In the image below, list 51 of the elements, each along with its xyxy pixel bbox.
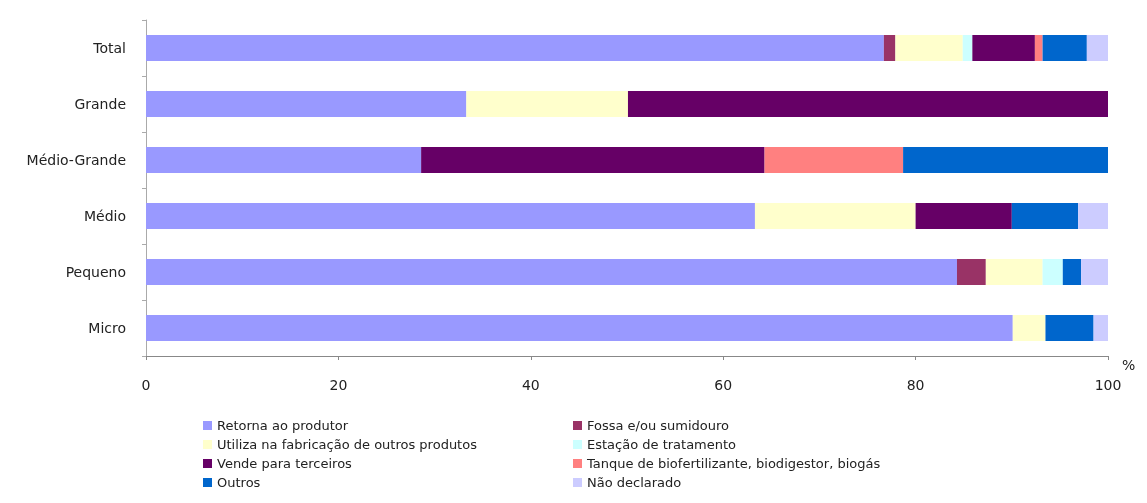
legend-label: Tanque de biofertilizante, biodigestor, biogás: [586, 456, 881, 471]
bar: [1093, 315, 1108, 341]
bar: [146, 91, 467, 117]
bar: [1081, 259, 1108, 285]
bar: [956, 259, 986, 285]
bar: [754, 203, 916, 229]
y-tick-label: Micro: [88, 320, 126, 336]
x-tick-label: 20: [329, 377, 348, 393]
y-tick-label: Pequeno: [65, 264, 126, 280]
bar: [1045, 315, 1094, 341]
bar: [146, 315, 1013, 341]
bar: [895, 35, 963, 61]
bar: [1042, 35, 1087, 61]
bar: [883, 35, 896, 61]
legend-label: Estação de tratamento: [587, 437, 737, 452]
bar: [1078, 203, 1108, 229]
bar: [1062, 259, 1082, 285]
legend-label: Outros: [217, 475, 261, 490]
legend-label: Não declarado: [587, 475, 682, 490]
legend-label: Utiliza na fabricação de outros produtos: [217, 437, 478, 452]
bar: [1011, 203, 1079, 229]
bar: [915, 203, 1012, 229]
bar: [146, 259, 957, 285]
bar: [985, 259, 1043, 285]
y-tick-label: Total: [92, 40, 126, 56]
bar: [627, 91, 1108, 117]
bar: [903, 147, 1108, 173]
bar: [972, 35, 1035, 61]
bar: [146, 35, 884, 61]
bar: [421, 147, 765, 173]
bar: [962, 35, 973, 61]
bar: [1034, 35, 1043, 61]
bar: [1012, 315, 1046, 341]
y-tick-label: Médio-Grande: [26, 152, 126, 168]
x-tick-label: 0: [141, 377, 151, 393]
x-axis-title: %: [1122, 357, 1136, 373]
bar: [1086, 35, 1108, 61]
bar: [1042, 259, 1063, 285]
bar: [764, 147, 904, 173]
legend-label: Vende para terceiros: [217, 456, 353, 471]
x-tick-label: 80: [906, 377, 925, 393]
bar: [466, 91, 628, 117]
x-tick-label: 40: [521, 377, 540, 393]
legend-label: Fossa e/ou sumidouro: [587, 418, 730, 433]
y-tick-label: Grande: [74, 96, 126, 112]
y-tick-label: Médio: [83, 208, 126, 224]
bar: [146, 203, 755, 229]
bar: [146, 147, 422, 173]
x-tick-label: 60: [714, 377, 733, 393]
x-tick-label: 100: [1094, 377, 1122, 393]
legend-label: Retorna ao produtor: [217, 418, 349, 433]
